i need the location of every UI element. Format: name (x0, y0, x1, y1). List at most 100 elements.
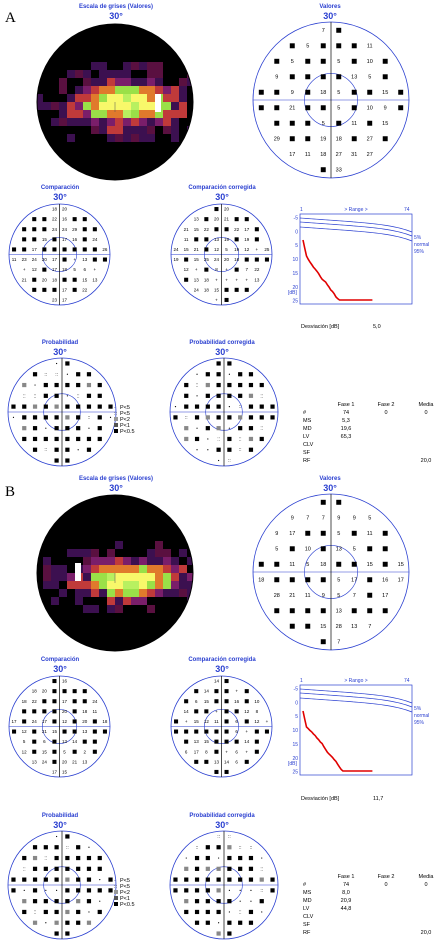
prob-dot (261, 857, 263, 859)
field-square (320, 530, 326, 536)
field-square (42, 709, 47, 714)
heat-cell (123, 597, 131, 605)
heat-cell (163, 565, 171, 573)
field-value: 26 (102, 247, 108, 252)
stats-key: MD (303, 898, 312, 904)
y-tick-label: -5 (294, 216, 299, 222)
degree-label: 30° (323, 11, 337, 21)
range-end: 74 (404, 207, 410, 213)
field-square (398, 89, 404, 95)
field-square (244, 217, 249, 222)
field-square (82, 237, 87, 242)
field-value: 15 (367, 562, 373, 568)
field-square (32, 227, 37, 232)
stats-value (406, 921, 446, 929)
field-value: 10 (367, 106, 373, 112)
heat-cell (131, 110, 139, 118)
field-value: 18 (52, 277, 58, 282)
stats-value (366, 897, 406, 905)
field-square (367, 592, 373, 598)
field-value: + (225, 749, 228, 754)
field-square (42, 699, 47, 704)
field-value: 18 (32, 689, 38, 694)
y-tick-label: 10 (292, 728, 298, 734)
field-value: 9 (322, 593, 325, 599)
field-square (224, 227, 229, 232)
heat-cell (43, 102, 51, 110)
field-square (42, 217, 47, 222)
field-square (174, 719, 179, 724)
field-value: 15 (82, 277, 88, 282)
field-value: 20 (214, 217, 220, 222)
field-value: + (195, 267, 198, 272)
heat-cell (99, 118, 107, 126)
prob-square (227, 877, 232, 882)
prob-square (173, 415, 178, 420)
field-square (351, 530, 357, 536)
prob-dots: :: (66, 845, 69, 851)
prob-square (227, 899, 232, 904)
field-square (22, 237, 27, 242)
field-value: 24 (194, 287, 200, 292)
field-square (22, 247, 27, 252)
heat-cell (115, 118, 123, 126)
heat-cell (131, 134, 139, 142)
heat-cell (147, 549, 155, 557)
prob-square (22, 877, 27, 882)
prob-square (108, 404, 113, 409)
field-value: 9 (275, 75, 278, 81)
field-value: 7 (337, 640, 340, 646)
field-value: 6 (235, 749, 238, 754)
field-value: 25 (204, 257, 210, 262)
prob-dot (23, 889, 25, 891)
field-value: 5 (306, 44, 309, 50)
field-value: 18 (204, 277, 210, 282)
field-value: 5 (322, 121, 325, 127)
field-square (82, 699, 87, 704)
field-square (12, 247, 17, 252)
field-square (184, 277, 189, 282)
heat-cell (51, 581, 59, 589)
stats-value: 20,9 (340, 898, 352, 904)
field-value: 17 (52, 770, 58, 775)
heat-cell (179, 581, 187, 589)
field-square (194, 237, 199, 242)
field-square (244, 719, 249, 724)
stats-key: MS (303, 890, 312, 896)
prob-dot (207, 438, 209, 440)
field-value: 12 (214, 247, 220, 252)
prob-square (194, 866, 200, 871)
heat-cell (139, 581, 147, 589)
field-square (22, 709, 27, 714)
prob-square-grey (184, 866, 189, 871)
heat-cell (171, 86, 179, 94)
heat-cell (179, 102, 187, 110)
heat-cell (139, 118, 147, 126)
field-square (320, 74, 326, 80)
field-square (351, 105, 357, 111)
field-square (72, 689, 77, 694)
field-value: 24 (214, 257, 220, 262)
heat-cell (171, 134, 179, 142)
field-value: 7 (322, 516, 325, 522)
y-tick-label: 20 (292, 756, 298, 762)
field-square (42, 227, 47, 232)
prob-dot (228, 427, 230, 429)
stats-row: CLV (302, 441, 446, 449)
field-square (254, 739, 259, 744)
prob-dot (228, 889, 230, 891)
prob-square (205, 855, 210, 861)
heat-cell (163, 557, 171, 565)
field-value: 9 (353, 516, 356, 522)
field-square (351, 89, 357, 95)
prob-square (194, 855, 200, 861)
prob-square (205, 393, 210, 398)
heat-cell (179, 86, 187, 94)
field-value: 18 (52, 207, 58, 212)
prob-square-grey (54, 920, 59, 925)
prob-square-grey (184, 426, 189, 431)
prob-square-grey (205, 415, 210, 420)
stats-row: RF 20,0 (302, 929, 446, 937)
field-square (62, 257, 67, 262)
prob-square (86, 393, 92, 398)
